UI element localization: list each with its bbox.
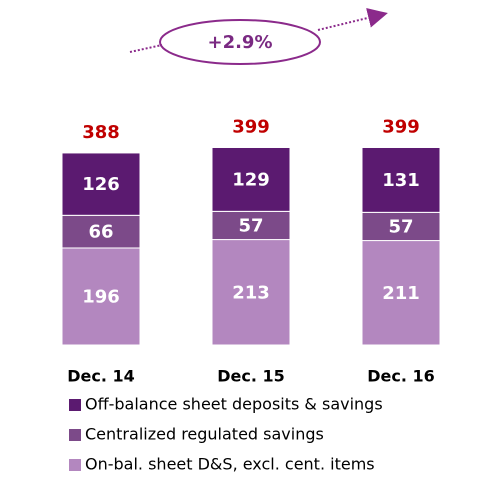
- annotation-text: +2.9%: [207, 32, 272, 53]
- value-label: 126: [82, 174, 120, 195]
- value-label: 211: [382, 283, 420, 304]
- growth-annotation: +2.9%: [129, 8, 388, 65]
- annotation-ellipse: [159, 19, 321, 65]
- bar-segment: [61, 152, 141, 216]
- legend-label: On-bal. sheet D&S, excl. cent. items: [85, 455, 375, 474]
- x-tick-label: Dec. 16: [367, 367, 435, 386]
- total-label: 399: [382, 116, 420, 137]
- legend-swatch: [69, 459, 81, 471]
- value-label: 131: [382, 170, 420, 191]
- legend-swatch: [69, 399, 81, 411]
- bar-segment: [211, 210, 291, 241]
- value-label: 129: [232, 169, 270, 190]
- bar-segment: [61, 214, 141, 249]
- x-tick-label: Dec. 14: [67, 367, 135, 386]
- bar-segment: [361, 240, 441, 346]
- value-label: 57: [388, 216, 413, 237]
- total-label: 388: [82, 122, 120, 143]
- value-label: 213: [232, 282, 270, 303]
- bar-segment: [211, 239, 291, 346]
- bar-segment: [361, 146, 441, 213]
- legend-swatch: [69, 429, 81, 441]
- bar-segment: [211, 146, 291, 212]
- value-label: 66: [88, 222, 113, 243]
- arrow-tail: [129, 44, 163, 53]
- value-label: 57: [238, 215, 263, 236]
- bar-segment: [361, 211, 441, 242]
- x-tick-label: Dec. 15: [217, 367, 285, 386]
- arrow-head: [317, 8, 388, 31]
- legend-label: Off-balance sheet deposits & savings: [85, 395, 383, 414]
- total-label: 399: [232, 116, 270, 137]
- legend-label: Centralized regulated savings: [85, 425, 324, 444]
- value-label: 196: [82, 286, 120, 307]
